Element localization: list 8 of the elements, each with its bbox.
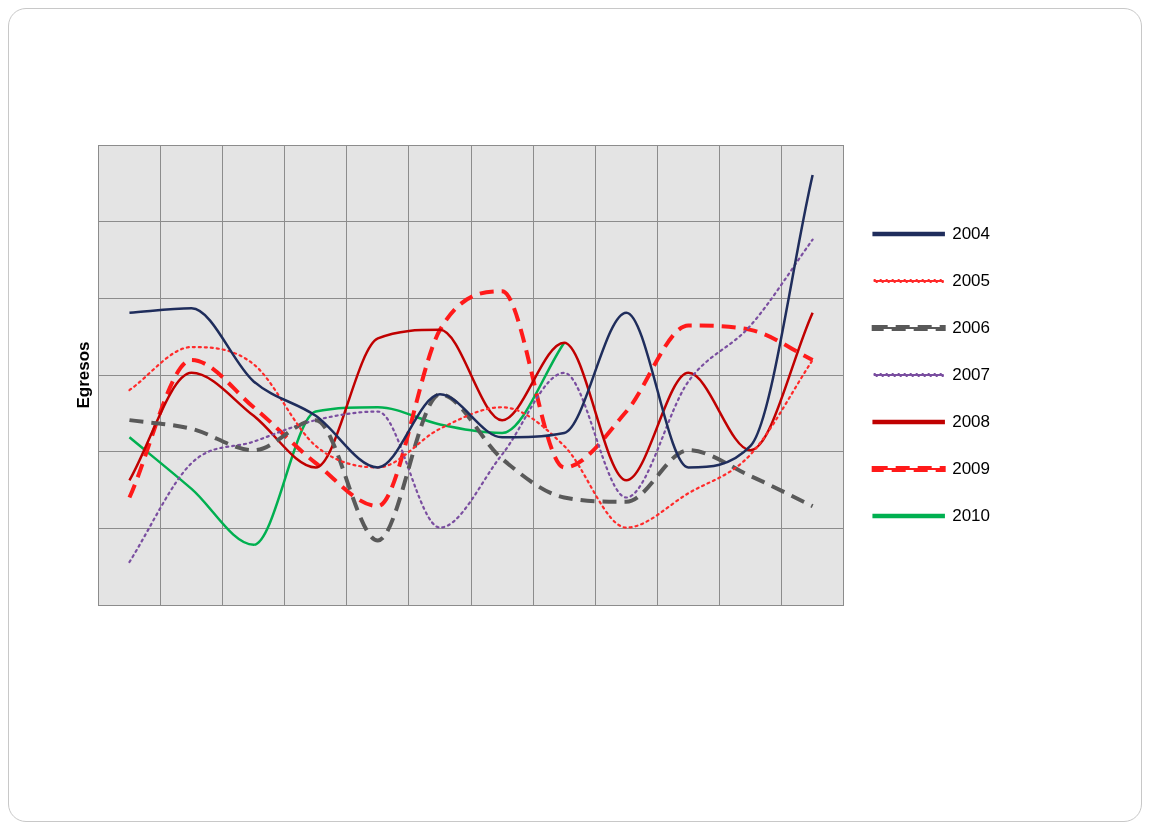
legend-label: 2007 [952,364,991,384]
legend-label: 2005 [952,270,991,290]
legend-label: 2008 [952,411,991,431]
legend-label: 2006 [952,317,991,337]
y-axis-title: Egresos [73,341,93,409]
legend-label: 2010 [952,505,991,525]
legend-label: 2009 [952,458,991,478]
legend-label: 2004 [952,223,991,243]
